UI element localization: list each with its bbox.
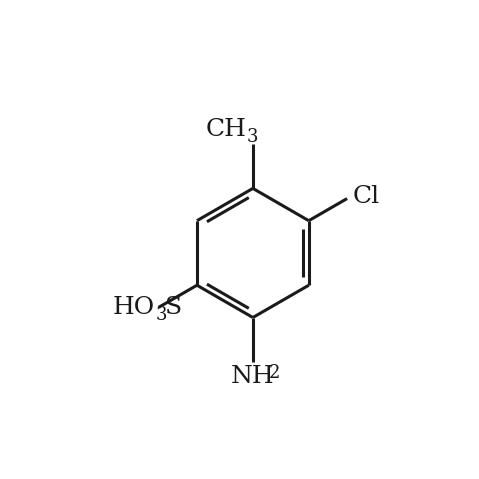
Text: CH: CH [205, 118, 246, 141]
Text: NH: NH [231, 365, 274, 388]
Text: S: S [165, 296, 182, 319]
Text: 2: 2 [268, 364, 280, 382]
Text: Cl: Cl [353, 185, 380, 208]
Text: HO: HO [113, 296, 155, 319]
Text: 3: 3 [155, 307, 167, 324]
Text: 3: 3 [247, 127, 258, 146]
